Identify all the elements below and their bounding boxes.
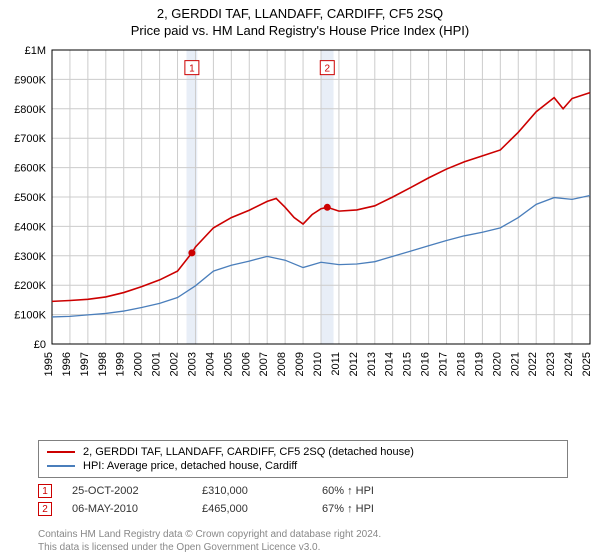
svg-text:1999: 1999 <box>115 352 127 376</box>
svg-text:1995: 1995 <box>43 352 55 376</box>
legend-item: 2, GERDDI TAF, LLANDAFF, CARDIFF, CF5 2S… <box>47 445 559 459</box>
svg-text:£800K: £800K <box>14 104 46 116</box>
svg-text:2017: 2017 <box>438 352 450 376</box>
legend-swatch <box>47 451 75 453</box>
svg-text:1998: 1998 <box>97 352 109 376</box>
svg-text:2018: 2018 <box>455 352 467 376</box>
chart-svg: £0 £100K £200K £300K £400K £500K £600K £700K £80… <box>0 44 600 414</box>
chart-plot-area: £0 £100K £200K £300K £400K £500K £600K £700K £80… <box>0 44 600 414</box>
svg-text:2002: 2002 <box>169 352 181 376</box>
sale-date: 25-OCT-2002 <box>72 485 182 497</box>
svg-text:£100K: £100K <box>14 310 46 322</box>
svg-text:2023: 2023 <box>545 352 557 376</box>
svg-text:£400K: £400K <box>14 221 46 233</box>
svg-text:2011: 2011 <box>330 352 342 376</box>
svg-text:£700K: £700K <box>14 133 46 145</box>
svg-text:2020: 2020 <box>491 352 503 376</box>
svg-text:2024: 2024 <box>563 352 575 376</box>
svg-text:£1M: £1M <box>25 45 46 57</box>
svg-text:2: 2 <box>324 64 330 75</box>
svg-text:£300K: £300K <box>14 251 46 263</box>
svg-text:1996: 1996 <box>61 352 73 376</box>
svg-text:£0: £0 <box>34 339 46 351</box>
svg-text:£200K: £200K <box>14 280 46 292</box>
sales-table: 1 25-OCT-2002 £310,000 60% ↑ HPI 2 06-MA… <box>38 482 422 518</box>
svg-text:£900K: £900K <box>14 74 46 86</box>
svg-text:2010: 2010 <box>312 352 324 376</box>
svg-text:2014: 2014 <box>384 352 396 376</box>
svg-text:2013: 2013 <box>366 352 378 376</box>
sale-price: £465,000 <box>202 503 302 515</box>
legend: 2, GERDDI TAF, LLANDAFF, CARDIFF, CF5 2S… <box>38 440 568 478</box>
svg-text:2019: 2019 <box>473 352 485 376</box>
legend-label: 2, GERDDI TAF, LLANDAFF, CARDIFF, CF5 2S… <box>83 446 414 458</box>
sale-date: 06-MAY-2010 <box>72 503 182 515</box>
sale-row: 1 25-OCT-2002 £310,000 60% ↑ HPI <box>38 482 422 500</box>
chart-title: 2, GERDDI TAF, LLANDAFF, CARDIFF, CF5 2S… <box>0 0 600 21</box>
svg-text:2009: 2009 <box>294 352 306 376</box>
footer-line: This data is licensed under the Open Gov… <box>38 541 381 554</box>
svg-text:2003: 2003 <box>186 352 198 376</box>
sale-marker-icon: 2 <box>38 502 52 516</box>
svg-text:£500K: £500K <box>14 192 46 204</box>
chart-container: { "header": { "title": "2, GERDDI TAF, L… <box>0 0 600 560</box>
svg-text:2015: 2015 <box>402 352 414 376</box>
footer: Contains HM Land Registry data © Crown c… <box>38 528 381 554</box>
svg-text:2005: 2005 <box>222 352 234 376</box>
sale-row: 2 06-MAY-2010 £465,000 67% ↑ HPI <box>38 500 422 518</box>
legend-item: HPI: Average price, detached house, Card… <box>47 459 559 473</box>
sale-marker-icon: 1 <box>38 484 52 498</box>
svg-text:2016: 2016 <box>420 352 432 376</box>
svg-text:2001: 2001 <box>151 352 163 376</box>
sale-price: £310,000 <box>202 485 302 497</box>
sale-hpi: 67% ↑ HPI <box>322 503 422 515</box>
svg-text:2006: 2006 <box>240 352 252 376</box>
svg-text:2004: 2004 <box>204 352 216 376</box>
svg-text:£600K: £600K <box>14 163 46 175</box>
svg-text:2000: 2000 <box>133 352 145 376</box>
chart-subtitle: Price paid vs. HM Land Registry's House … <box>0 21 600 42</box>
footer-line: Contains HM Land Registry data © Crown c… <box>38 528 381 541</box>
svg-text:1997: 1997 <box>79 352 91 376</box>
svg-text:2022: 2022 <box>527 352 539 376</box>
svg-text:2007: 2007 <box>258 352 270 376</box>
legend-label: HPI: Average price, detached house, Card… <box>83 460 297 472</box>
svg-text:1: 1 <box>189 64 195 75</box>
svg-text:2025: 2025 <box>581 352 593 376</box>
svg-text:2008: 2008 <box>276 352 288 376</box>
svg-text:2021: 2021 <box>509 352 521 376</box>
sale-hpi: 60% ↑ HPI <box>322 485 422 497</box>
svg-text:2012: 2012 <box>348 352 360 376</box>
legend-swatch <box>47 465 75 467</box>
